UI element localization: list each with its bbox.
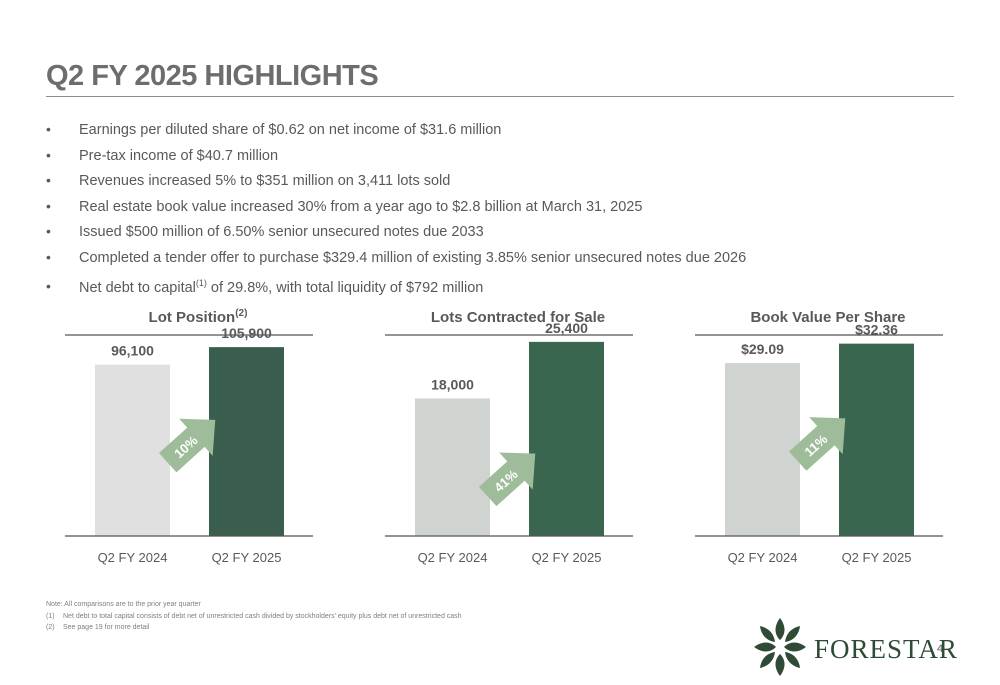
- footnote-ref: (2): [235, 308, 248, 319]
- bullet-icon: •: [46, 223, 51, 240]
- bullet-text: of 29.8%, with total liquidity of $792 m…: [206, 279, 484, 296]
- tick-label: Q2 FY 2025: [212, 550, 282, 565]
- bullet-text: Issued $500 million of 6.50% senior unse…: [79, 224, 484, 241]
- bullet-text: Earnings per diluted share of $0.62 on n…: [79, 122, 502, 138]
- bar: [415, 398, 490, 536]
- bar: [209, 347, 284, 536]
- bullet-text: Real estate book value increased 30% fro…: [79, 198, 643, 215]
- leaf-cluster-icon: [754, 618, 806, 676]
- footnote-ref: (1): [195, 277, 207, 288]
- chart-title-text: Lot Position: [148, 309, 236, 326]
- bullet-text: Revenues increased 5% to $351 million on…: [79, 173, 451, 190]
- list-item: • Revenues increased 5% to $351 million o…: [46, 168, 746, 194]
- highlights-list: • Earnings per diluted share of $0.62 on …: [46, 117, 746, 296]
- data-label: 25,400: [545, 320, 588, 336]
- logo-wordmark: FORESTAR: [814, 634, 958, 664]
- bar: [839, 343, 914, 536]
- chart-title-text: Book Value Per Share: [750, 309, 906, 326]
- data-label: 96,100: [111, 343, 154, 359]
- book-value-chart: Book Value Per Share $29.09 Q2 FY 2024 $32…: [693, 300, 963, 570]
- chart-title: Book Value Per Share: [693, 308, 963, 326]
- list-item: • Pre-tax income of $40.7 million: [46, 143, 746, 169]
- footnote: (2) See page 19 for more detail: [46, 624, 150, 631]
- tick-label: Q2 FY 2024: [98, 550, 168, 565]
- lot-position-chart: Lot Position(2) 96,100 Q2 FY 2024 105,900 Q…: [63, 300, 333, 570]
- bar: [725, 363, 800, 536]
- bullet-icon: •: [46, 172, 51, 189]
- arrow-shape: [479, 452, 536, 507]
- page-title: Q2 FY 2025 HIGHLIGHTS: [46, 60, 379, 92]
- data-label: 18,000: [431, 376, 474, 392]
- chart-title: Lot Position(2): [63, 308, 333, 326]
- tick-label: Q2 FY 2025: [842, 550, 912, 565]
- list-item: • Completed a tender offer to purchase $3…: [46, 245, 746, 271]
- forestar-logo: FORESTAR: [752, 616, 957, 678]
- data-label: 105,900: [221, 325, 272, 341]
- bullet-icon: •: [46, 278, 51, 295]
- tick-label: Q2 FY 2024: [728, 550, 798, 565]
- page-number: 4: [937, 643, 944, 655]
- list-item: • Net debt to capital(1) of 29.8%, with t…: [46, 271, 746, 297]
- tick-label: Q2 FY 2024: [418, 550, 488, 565]
- bar: [95, 364, 170, 536]
- bullet-text: Pre-tax income of $40.7 million: [79, 147, 279, 164]
- data-label: $29.09: [741, 341, 784, 357]
- footnote: (1) Net debt to total capital consists of…: [46, 612, 462, 620]
- bullet-icon: •: [46, 248, 51, 265]
- footnotes: Note: All comparisons are to the prior y…: [46, 599, 462, 634]
- title-divider: [46, 96, 954, 97]
- bullet-icon: •: [46, 146, 51, 163]
- arrow-shape: [159, 418, 216, 473]
- bullet-text: Net debt to capital: [79, 279, 196, 296]
- chart-title: Lots Contracted for Sale: [383, 308, 653, 326]
- note-text: Note: All comparisons are to the prior y…: [46, 601, 201, 608]
- lots-contracted-chart: Lots Contracted for Sale 18,000 Q2 FY 202…: [383, 300, 653, 570]
- bullet-icon: •: [46, 197, 51, 214]
- list-item: • Earnings per diluted share of $0.62 on …: [46, 117, 746, 143]
- tick-label: Q2 FY 2025: [532, 550, 602, 565]
- list-item: • Real estate book value increased 30% fr…: [46, 194, 746, 220]
- chart-title-text: Lots Contracted for Sale: [430, 309, 606, 326]
- bullet-icon: •: [46, 121, 51, 137]
- list-item: • Issued $500 million of 6.50% senior uns…: [46, 219, 746, 245]
- arrow-shape: [789, 417, 846, 471]
- data-label: $32.36: [855, 322, 898, 338]
- bar: [529, 341, 604, 536]
- bullet-text: Completed a tender offer to purchase $32…: [79, 249, 747, 266]
